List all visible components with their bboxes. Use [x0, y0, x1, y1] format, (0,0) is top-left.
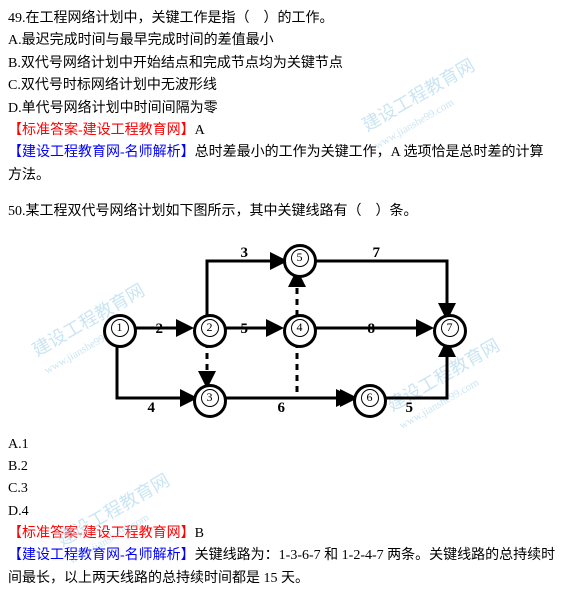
answer-value: A	[195, 123, 205, 138]
q49-option-c: C.双代号时标网络计划中无波形线	[8, 75, 557, 97]
q49-stem: 49.在工程网络计划中，关键工作是指（ ）的工作。	[8, 8, 557, 30]
node-6: 6	[353, 384, 387, 418]
analysis-label: 【建设工程教育网-名师解析】	[8, 145, 195, 160]
q49-option-b: B.双代号网络计划中开始结点和完成节点均为关键节点	[8, 53, 557, 75]
node-7: 7	[433, 314, 467, 348]
q50-stem: 50.某工程双代号网络计划如下图所示，其中关键线路有（ ）条。	[8, 201, 557, 223]
q50-option-b: B.2	[8, 456, 557, 478]
q50-option-c: C.3	[8, 478, 557, 500]
node-2: 2	[193, 314, 227, 348]
edge-label: 6	[278, 396, 286, 420]
node-5: 5	[283, 244, 317, 278]
q50-answer: 【标准答案-建设工程教育网】B	[8, 523, 557, 545]
q50-analysis: 【建设工程教育网-名师解析】关键线路为：1-3-6-7 和 1-2-4-7 两条…	[8, 545, 557, 590]
answer-label: 【标准答案-建设工程教育网】	[8, 123, 195, 138]
analysis-label: 【建设工程教育网-名师解析】	[8, 548, 195, 563]
edge-label: 3	[241, 241, 249, 265]
node-3: 3	[193, 384, 227, 418]
node-4: 4	[283, 314, 317, 348]
edge-label: 5	[241, 317, 249, 341]
q50-option-a: A.1	[8, 434, 557, 456]
edge-label: 5	[406, 396, 414, 420]
edge-label: 2	[156, 317, 164, 341]
q49-option-a: A.最迟完成时间与最早完成时间的差值最小	[8, 30, 557, 52]
q49-answer: 【标准答案-建设工程教育网】A	[8, 120, 557, 142]
edge-label: 4	[148, 396, 156, 420]
node-1: 1	[103, 314, 137, 348]
q50-option-d: D.4	[8, 501, 557, 523]
edge-label: 8	[368, 317, 376, 341]
q49-analysis: 【建设工程教育网-名师解析】总时差最小的工作为关键工作，A 选项恰是总时差的计算…	[8, 142, 557, 187]
network-diagram: 258374651234567	[93, 234, 473, 424]
edge-label: 7	[373, 241, 381, 265]
answer-value: B	[195, 526, 204, 541]
answer-label: 【标准答案-建设工程教育网】	[8, 526, 195, 541]
q49-option-d: D.单代号网络计划中时间间隔为零	[8, 98, 557, 120]
